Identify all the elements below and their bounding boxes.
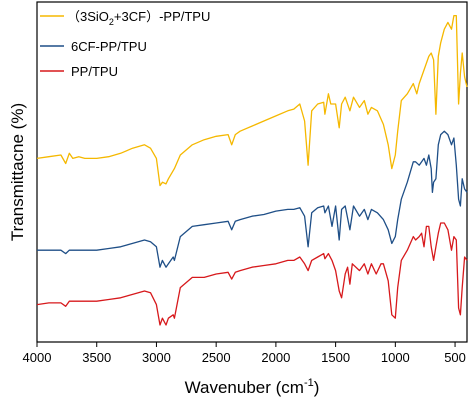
x-tick-label-4: 2000 bbox=[261, 350, 290, 365]
series-group bbox=[36, 14, 468, 326]
legend-label-0: （3SiO2+3CF）-PP/TPU bbox=[67, 9, 210, 27]
x-axis-ticks: 4000 3500 3000 2500 2000 1500 1000 500 bbox=[23, 342, 466, 365]
legend-label-2: PP/TPU bbox=[71, 64, 118, 79]
x-tick-label-3: 2500 bbox=[202, 350, 231, 365]
x-tick-label-1: 3500 bbox=[82, 350, 111, 365]
legend: （3SiO2+3CF）-PP/TPU 6CF-PP/TPU PP/TPU bbox=[40, 9, 210, 79]
x-tick-label-7: 500 bbox=[444, 350, 466, 365]
x-axis-title: Wavenuber (cm-1) bbox=[185, 377, 320, 397]
series-line-0 bbox=[36, 14, 468, 187]
plot-frame bbox=[36, 1, 468, 343]
x-tick-label-2: 3000 bbox=[142, 350, 171, 365]
x-tick-label-6: 1000 bbox=[381, 350, 410, 365]
x-tick-label-5: 1500 bbox=[321, 350, 350, 365]
y-axis-title: Transmittacne (%) bbox=[8, 103, 27, 241]
legend-label-1: 6CF-PP/TPU bbox=[71, 39, 147, 54]
x-tick-label-0: 4000 bbox=[23, 350, 52, 365]
series-line-2 bbox=[36, 222, 468, 326]
series-line-1 bbox=[37, 130, 468, 268]
